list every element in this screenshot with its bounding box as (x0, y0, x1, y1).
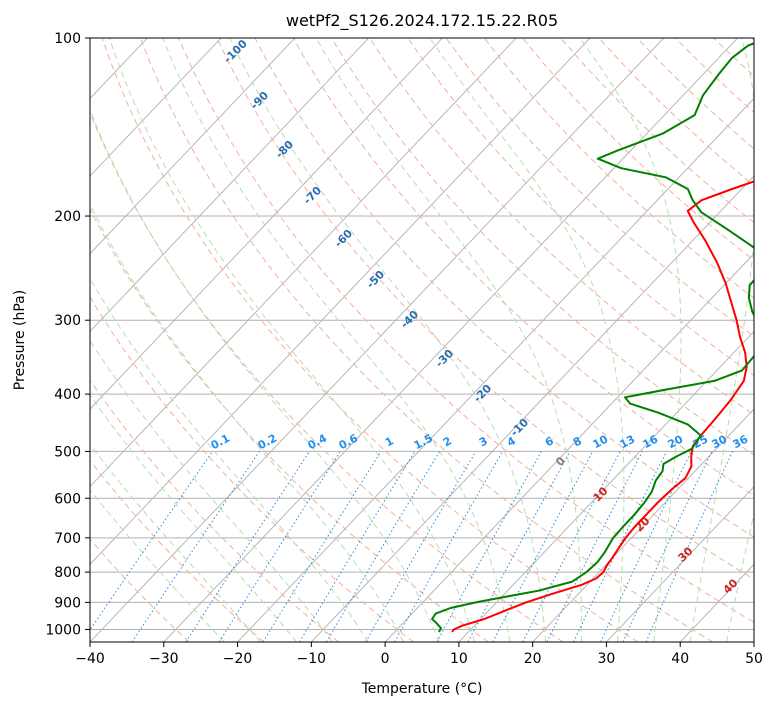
mixing-ratio-line (546, 451, 643, 642)
dry-adiabat-line (369, 38, 754, 416)
y-tick-label: 900 (54, 595, 81, 611)
mixing-ratio-line (262, 451, 382, 642)
isotherm-line (90, 38, 665, 642)
mixing-ratio-line (394, 451, 503, 642)
y-tick-label: 300 (54, 313, 81, 329)
moist-adiabat-line (90, 339, 333, 642)
dry-adiabat-line (407, 38, 754, 376)
y-tick-label: 100 (54, 31, 81, 47)
moist-adiabat-lines (90, 38, 754, 642)
isotherm-line (90, 38, 222, 177)
y-tick-label: 800 (54, 565, 81, 581)
isotherm-line (606, 485, 754, 642)
y-tick-label: 700 (54, 531, 81, 547)
plot-area: -100-90-80-70-60-50-40-30-20-100.1 0.2 0.4… (90, 38, 754, 642)
mixing-ratio-line (185, 451, 310, 642)
dry-adiabat-line (101, 38, 639, 642)
x-tick-label: 50 (745, 651, 763, 667)
dewpoint-trace (431, 42, 754, 633)
x-tick-label: −10 (297, 651, 327, 667)
x-tick-label: −30 (149, 651, 179, 667)
moist-adiabat-line (90, 108, 440, 642)
x-tick-label: −20 (223, 651, 253, 667)
dry-adiabat-line (90, 207, 489, 642)
dry-adiabat-line (90, 538, 190, 642)
moist-adiabat-line (689, 38, 754, 642)
dry-adiabat-line (292, 38, 754, 497)
dry-adiabat-line (216, 38, 754, 580)
mixing-ratio-line (645, 451, 734, 642)
x-axis-title: Temperature (°C) (361, 681, 483, 697)
dry-adiabat-line (90, 111, 564, 642)
isotherm-lines (90, 38, 754, 642)
isotherm-line (384, 253, 754, 642)
isotherm-line (237, 97, 754, 642)
y-tick-label: 500 (54, 444, 81, 460)
isotherm-line (532, 408, 754, 642)
moist-adiabat-line (108, 38, 475, 642)
mixing-ratio-label: 30 (710, 432, 730, 451)
x-tick-label: 30 (598, 651, 616, 667)
moist-adiabat-line (90, 277, 369, 642)
dry-adiabat-line (90, 296, 414, 642)
dry-adiabat-line (90, 459, 265, 642)
moist-adiabat-line (315, 38, 582, 642)
mixing-ratio-label: 13 (618, 433, 638, 452)
y-tick-label: 1000 (45, 622, 81, 638)
x-tick-label: 20 (524, 651, 542, 667)
y-axis-title: Pressure (hPa) (12, 290, 28, 390)
isotherm-line (458, 330, 754, 642)
x-tick-label: −40 (75, 651, 105, 667)
x-axis-ticks: −40 −30 −20 −10 0 10 20 30 40 50 (75, 642, 763, 667)
mixing-ratio-line (467, 451, 571, 642)
isotherm-line (90, 38, 296, 255)
y-axis-ticks: 100 200 300 400 500 600 700 800 900 1000 (45, 31, 90, 638)
moist-adiabat-line (229, 38, 547, 642)
x-tick-label: 40 (671, 651, 689, 667)
mixing-ratio-lines (90, 451, 734, 642)
moist-adiabat-line (579, 38, 682, 642)
mixing-ratio-line (522, 451, 621, 642)
dry-adiabat-line (254, 38, 754, 538)
plot-frame (89, 37, 755, 643)
moist-adiabat-line (726, 511, 754, 642)
mixing-ratio-label: 20 (666, 432, 686, 451)
mixing-ratio-label: 25 (691, 433, 711, 452)
isotherm-line (90, 38, 517, 488)
y-tick-label: 200 (54, 209, 81, 225)
moist-adiabat-line (162, 38, 511, 642)
isotherm-line (90, 38, 443, 410)
y-tick-label: 600 (54, 491, 81, 507)
temperature-trace (451, 180, 754, 633)
isotherm-line (90, 38, 591, 565)
dry-adiabat-line (139, 38, 713, 642)
isotherm-line (90, 38, 370, 333)
x-tick-label: 10 (450, 651, 468, 667)
mixing-ratio-label: 36 (731, 432, 751, 451)
mixing-ratio-line (90, 451, 213, 631)
mixing-ratio-label: 10 (591, 432, 611, 451)
chart-title: wetPf2_S126.2024.172.15.22.R05 (286, 11, 558, 31)
moist-adiabat-line (90, 203, 404, 642)
mixing-ratio-line (218, 451, 341, 642)
y-tick-label: 400 (54, 387, 81, 403)
mixing-ratio-line (436, 451, 542, 642)
moist-adiabat-line (90, 394, 297, 642)
sounding-traces (431, 42, 754, 633)
dry-adiabat-line (330, 38, 754, 456)
mixing-ratio-line (131, 451, 260, 642)
x-tick-label: 0 (381, 651, 390, 667)
dry-adiabat-line (178, 38, 754, 623)
mixing-ratio-label: 16 (641, 432, 661, 451)
